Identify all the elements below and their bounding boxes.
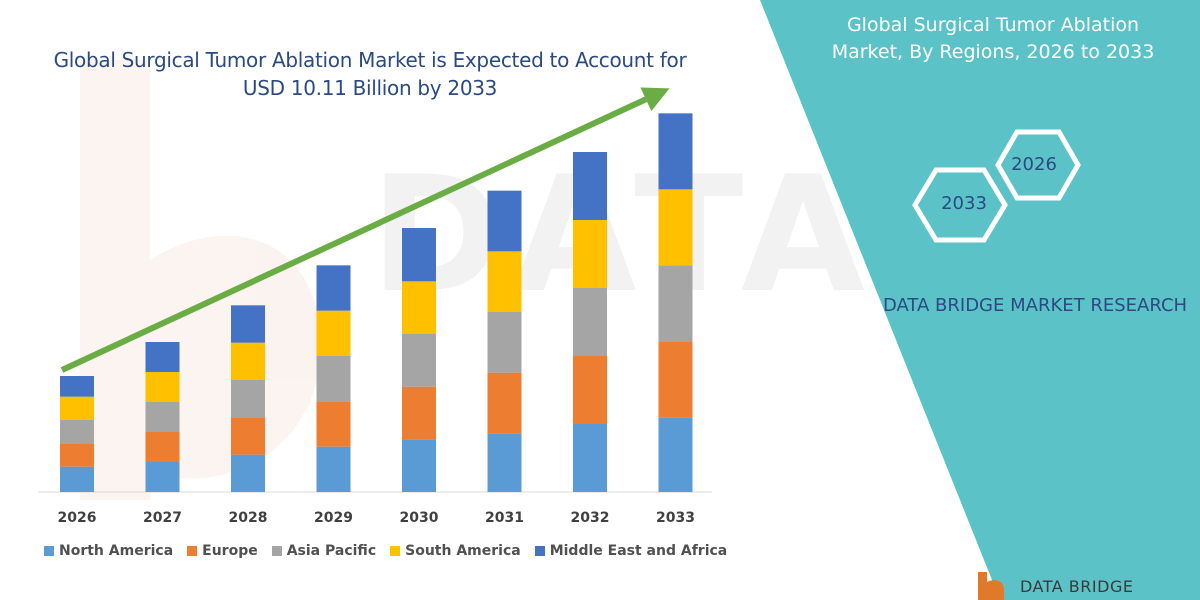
bar-2028-europe	[231, 417, 265, 455]
bar-2028-asia-pacific	[231, 380, 265, 418]
bar-2032-asia-pacific	[573, 288, 607, 356]
legend-label-north-america: North America	[59, 543, 174, 559]
legend-item-north-america: North America	[44, 543, 173, 559]
legend-item-middle-east-and-africa: Middle East and Africa	[534, 543, 728, 559]
hexagon-label-2033: 2033	[941, 193, 987, 214]
brand-name: DATA BRIDGE MARKET RESEARCH	[882, 295, 1188, 316]
hexagon-label-2026: 2026	[1011, 154, 1057, 175]
bar-2030-europe	[402, 386, 436, 440]
bar-2026-north-america	[60, 466, 94, 492]
legend-swatch-asia-pacific	[271, 546, 282, 556]
legend-item-asia-pacific: Asia Pacific	[271, 543, 377, 559]
bar-2026-south-america	[60, 396, 94, 420]
bar-2026-asia-pacific	[60, 420, 94, 444]
hexagon-2026-icon	[995, 129, 1081, 201]
legend-swatch-north-america	[44, 546, 54, 556]
bar-2032-south-america	[573, 220, 607, 288]
trend-arrow-head	[640, 87, 670, 112]
bar-2030-south-america	[402, 281, 436, 334]
legend-swatch-middle-east-and-africa	[534, 546, 545, 556]
bar-2029-europe	[316, 401, 351, 447]
legend-swatch-europe	[187, 546, 198, 556]
side-panel-title: Global Surgical Tumor Ablation Market, B…	[831, 14, 1155, 63]
bar-2029-south-america	[316, 310, 351, 356]
x-tick-label-2031: 2031	[485, 510, 524, 526]
x-tick-label-2033: 2033	[656, 510, 695, 526]
trend-arrow-icon	[60, 87, 670, 373]
x-tick-label-2027: 2027	[143, 510, 182, 526]
bar-2030-asia-pacific	[402, 334, 436, 387]
bar-2033-europe	[658, 341, 693, 418]
bar-2033-middle-east-and-africa	[658, 113, 693, 190]
hexagon-2033-icon	[912, 167, 1008, 243]
chart-legend: North America Europe Asia Pacific South Ame…	[44, 543, 727, 559]
bar-2027-asia-pacific	[145, 402, 180, 432]
bottom-brand-name: DATA BRIDGE	[1020, 577, 1134, 596]
bar-2031-europe	[487, 372, 522, 434]
x-tick-label-2030: 2030	[399, 510, 439, 526]
trend-arrow-shaft	[60, 96, 648, 373]
bar-2031-north-america	[487, 433, 522, 492]
legend-label-asia-pacific: Asia Pacific	[286, 543, 377, 559]
bar-2031-middle-east-and-africa	[487, 190, 522, 252]
bar-2028-middle-east-and-africa	[231, 305, 265, 343]
bar-2030-north-america	[402, 439, 436, 492]
bar-2031-south-america	[487, 251, 522, 312]
bar-2026-europe	[60, 443, 94, 467]
brand-logo-icon	[978, 572, 1004, 600]
legend-label-europe: Europe	[202, 543, 258, 559]
chart-title: Global Surgical Tumor Ablation Market is…	[53, 48, 687, 100]
bar-2027-middle-east-and-africa	[145, 342, 180, 372]
bar-2028-south-america	[231, 342, 265, 380]
x-tick-label-2026: 2026	[57, 510, 97, 526]
bar-2033-south-america	[658, 189, 693, 266]
legend-swatch-south-america	[390, 546, 401, 556]
bar-2032-middle-east-and-africa	[573, 152, 607, 220]
bar-2029-asia-pacific	[316, 356, 351, 402]
bar-2027-south-america	[145, 372, 180, 402]
bar-2029-middle-east-and-africa	[316, 265, 351, 311]
bar-2029-north-america	[316, 446, 351, 492]
bar-2031-asia-pacific	[487, 312, 522, 373]
legend-item-south-america: South America	[390, 543, 521, 559]
bar-2027-north-america	[145, 462, 180, 492]
bar-2030-middle-east-and-africa	[402, 228, 436, 282]
bar-2028-north-america	[231, 454, 265, 492]
x-tick-label-2029: 2029	[314, 510, 353, 526]
legend-item-europe: Europe	[187, 543, 258, 559]
bar-2027-europe	[145, 432, 180, 462]
bar-2032-north-america	[573, 424, 607, 492]
bar-2033-asia-pacific	[658, 265, 693, 342]
legend-label-middle-east-and-africa: Middle East and Africa	[549, 543, 728, 559]
x-tick-label-2028: 2028	[228, 510, 268, 526]
legend-label-south-america: South America	[405, 543, 521, 559]
bar-2032-europe	[573, 356, 607, 424]
x-tick-label-2032: 2032	[570, 510, 610, 526]
bar-2026-middle-east-and-africa	[60, 376, 94, 397]
bar-2033-north-america	[658, 417, 693, 492]
stacked-bars	[60, 113, 693, 492]
side-panel-background	[760, 0, 1200, 600]
